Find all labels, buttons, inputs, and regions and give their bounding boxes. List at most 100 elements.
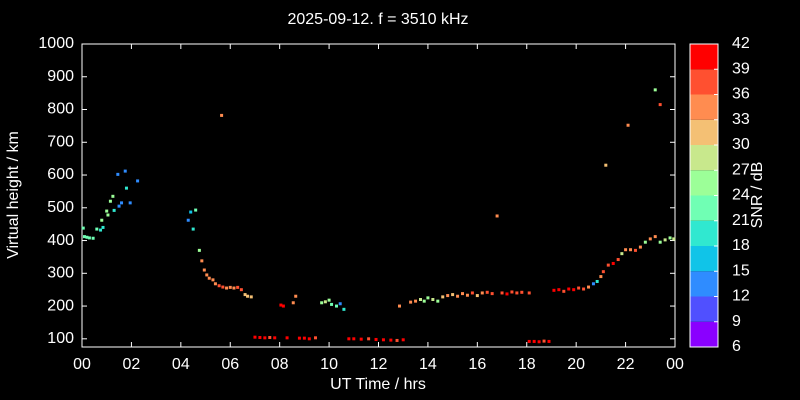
point: [217, 284, 221, 288]
point: [91, 236, 95, 240]
point: [470, 291, 474, 295]
point: [461, 292, 465, 296]
point: [658, 103, 662, 107]
point: [285, 336, 289, 340]
colorbar-segment: [690, 170, 718, 196]
colorbar-tick-label: 21: [732, 212, 750, 229]
point: [87, 236, 91, 240]
point: [213, 282, 217, 286]
point: [211, 278, 215, 282]
point: [624, 248, 628, 252]
point: [294, 294, 298, 298]
x-tick-label: 02: [123, 356, 141, 373]
point: [320, 301, 324, 305]
point: [117, 204, 121, 208]
point: [577, 286, 581, 290]
point: [249, 295, 253, 299]
point: [395, 338, 399, 342]
point: [189, 210, 193, 214]
colorbar-label: SNR / dB: [749, 162, 766, 229]
point: [108, 199, 112, 203]
point: [221, 285, 225, 289]
x-tick-label: 10: [320, 356, 338, 373]
point: [359, 337, 363, 341]
point: [643, 240, 647, 244]
point: [587, 285, 591, 289]
point: [480, 291, 484, 295]
point: [398, 304, 402, 308]
point: [409, 300, 413, 304]
point: [236, 285, 240, 289]
point: [505, 292, 509, 296]
colorbar-segment: [690, 119, 718, 145]
point: [668, 236, 672, 240]
point: [620, 252, 624, 256]
point: [401, 338, 405, 342]
colorbar-tick-label: 27: [732, 161, 750, 178]
point: [520, 290, 524, 294]
x-tick-label: 06: [221, 356, 239, 373]
point: [601, 270, 605, 274]
point: [653, 235, 657, 239]
point: [291, 301, 295, 305]
point: [81, 226, 85, 230]
colorbar-tick-label: 6: [732, 338, 741, 355]
point: [451, 293, 455, 297]
point: [124, 186, 128, 190]
point: [85, 235, 89, 239]
point: [191, 227, 195, 231]
colorbar-segment: [690, 296, 718, 322]
point: [253, 335, 257, 339]
point: [105, 209, 109, 213]
point: [389, 338, 393, 342]
point: [475, 294, 479, 298]
y-tick-label: 1000: [38, 35, 74, 52]
y-tick-label: 900: [47, 68, 74, 85]
colorbar-tick-label: 36: [732, 86, 750, 103]
point: [112, 208, 116, 212]
x-tick-label: 14: [419, 356, 437, 373]
point: [342, 307, 346, 311]
point: [557, 288, 561, 292]
point: [273, 336, 277, 340]
point: [426, 296, 430, 300]
point: [243, 293, 247, 297]
point: [611, 261, 615, 265]
point: [228, 285, 232, 289]
point: [510, 290, 514, 294]
point: [485, 290, 489, 294]
colorbar-tick-label: 33: [732, 111, 750, 128]
point: [500, 291, 504, 295]
point: [495, 214, 499, 218]
point: [542, 339, 546, 343]
point: [279, 303, 283, 307]
colorbar-tick-label: 39: [732, 60, 750, 77]
colorbar-frame: [689, 43, 719, 348]
point: [202, 268, 206, 272]
point: [527, 339, 531, 343]
colorbar-segment: [690, 246, 718, 272]
point: [527, 291, 531, 295]
point: [263, 336, 267, 340]
x-tick-label: 00: [666, 356, 684, 373]
point: [101, 225, 105, 229]
x-axis-label: UT Time / hrs: [330, 376, 426, 393]
point: [307, 337, 311, 341]
point: [537, 340, 541, 344]
point: [186, 218, 190, 222]
point: [225, 286, 229, 290]
colorbar-tick-label: 30: [732, 136, 750, 153]
point: [441, 295, 445, 299]
point: [352, 337, 356, 341]
point: [422, 299, 426, 303]
point: [200, 259, 204, 263]
x-tick-label: 16: [468, 356, 486, 373]
colorbar-segment: [690, 145, 718, 171]
point: [347, 337, 351, 341]
point: [128, 201, 132, 205]
point: [604, 163, 608, 167]
y-tick-label: 600: [47, 166, 74, 183]
colorbar-segment: [690, 321, 718, 347]
point: [552, 288, 556, 292]
